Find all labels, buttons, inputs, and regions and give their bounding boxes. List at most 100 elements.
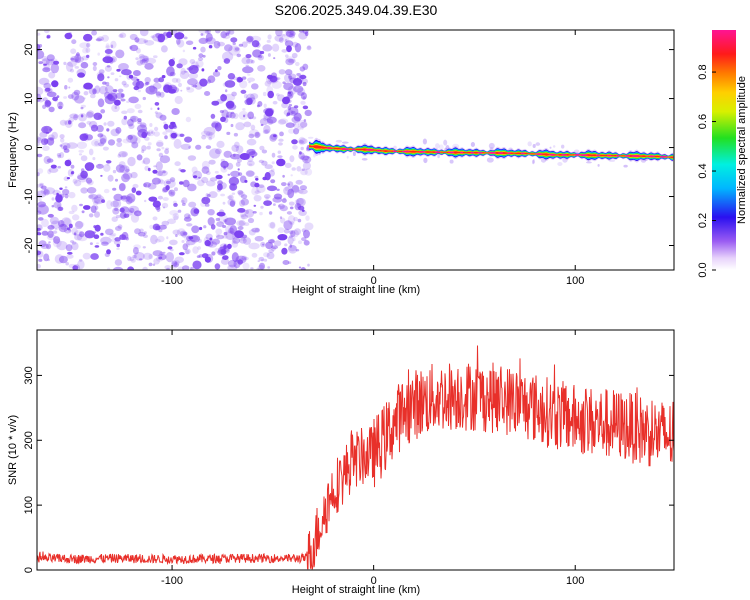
noise-speckle [262,243,265,246]
noise-speckle [267,266,271,269]
noise-speckle [37,153,43,158]
noise-speckle [58,255,68,264]
noise-speckle [78,149,84,153]
noise-speckle [106,200,113,210]
noise-speckle [206,30,211,34]
noise-speckle [155,91,162,98]
y-tick-label: 300 [23,366,35,384]
noise-speckle [246,58,254,64]
noise-speckle [284,96,290,103]
noise-speckle [63,96,68,99]
noise-speckle [170,132,177,139]
noise-speckle [60,223,67,230]
noise-speckle [81,74,84,77]
noise-speckle [81,168,85,173]
noise-speckle [68,120,72,125]
noise-speckle [266,252,275,260]
noise-speckle [250,181,257,188]
noise-speckle [65,244,73,252]
noise-speckle [83,82,93,90]
snr-y-ticks: 0 100 200 300 [23,366,674,573]
noise-speckle [299,74,307,80]
noise-speckle [269,134,277,142]
noise-speckle [142,266,148,270]
noise-speckle [192,64,199,71]
noise-speckle [71,91,80,101]
noise-speckle [225,225,234,234]
noise-speckle [126,193,136,204]
noise-speckle [123,83,129,88]
noise-speckle [226,111,233,119]
noise-speckle [230,153,241,160]
noise-speckle [295,249,300,252]
noise-speckle [171,108,180,115]
noise-speckle [287,106,292,110]
colorbar-tick-label: 0.2 [697,213,709,228]
noise-speckle [116,68,121,72]
noise-speckle [282,260,290,265]
noise-speckle [143,183,147,188]
ridge-hotspot [520,152,525,155]
noise-speckle [206,79,212,84]
noise-speckle [92,88,97,95]
noise-speckle [127,210,133,216]
noise-speckle [228,45,241,56]
noise-speckle [292,41,299,48]
noise-speckle [248,229,256,236]
noise-speckle [41,58,50,65]
noise-speckle [267,119,274,125]
noise-speckle [44,187,56,195]
noise-speckle [37,137,44,143]
noise-speckle [114,259,123,266]
noise-speckle [177,30,184,33]
noise-speckle [64,193,69,199]
noise-speckle [121,110,128,115]
noise-speckle [168,190,173,195]
noise-speckle [115,164,125,173]
noise-speckle [84,162,95,171]
noise-speckle [127,266,135,270]
noise-speckle [116,247,120,250]
noise-speckle [96,163,104,169]
noise-speckle [120,93,125,98]
noise-speckle [120,98,126,102]
noise-speckle [162,131,168,135]
noise-speckle [169,239,178,246]
noise-speckle [255,177,259,181]
noise-speckle [126,100,130,104]
noise-speckle [449,159,454,164]
noise-speckle [361,158,368,161]
noise-speckle [163,123,169,130]
noise-speckle [258,55,263,59]
noise-speckle [57,220,65,227]
noise-speckle [187,214,191,218]
noise-speckle [175,234,178,238]
noise-speckle [239,199,246,207]
noise-speckle [229,112,236,119]
noise-speckle [223,58,231,64]
noise-speckle [187,78,198,86]
noise-speckle [37,250,42,256]
noise-speckle [208,191,218,199]
noise-speckle [304,109,312,117]
noise-speckle [143,55,150,62]
noise-speckle [286,211,292,215]
noise-speckle [77,174,87,180]
noise-speckle [103,188,110,194]
noise-speckle [215,233,220,238]
noise-speckle [86,187,97,194]
noise-speckle [162,206,166,209]
ridge-hotspot [648,155,655,158]
noise-speckle [162,197,169,201]
noise-speckle [127,134,133,140]
noise-speckle [157,39,163,43]
noise-speckle [107,174,114,182]
noise-speckle [105,45,111,50]
noise-speckle [135,47,141,54]
noise-speckle [96,71,105,78]
noise-speckle [118,75,122,78]
noise-speckle [86,42,91,48]
noise-speckle [220,94,228,102]
noise-speckle [250,124,256,131]
